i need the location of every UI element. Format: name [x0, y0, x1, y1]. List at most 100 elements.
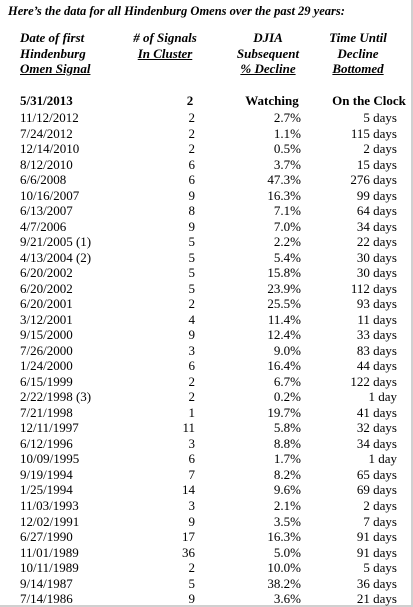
- table-cell: 276 days: [350, 172, 397, 188]
- table-cell: 3: [188, 342, 196, 358]
- table-cell: 7/21/1998: [20, 404, 73, 420]
- table-cell: 6: [188, 156, 196, 172]
- table-cell: 6/20/2001: [20, 296, 73, 312]
- table-cell: 2: [188, 373, 196, 389]
- table-cell: 7: [188, 466, 196, 482]
- table-cell: 9/14/1987: [20, 575, 73, 591]
- table-cell: 10.0%: [267, 560, 301, 576]
- table-cell: 12/14/2010: [20, 141, 80, 157]
- table-cell: 5 days: [363, 560, 397, 576]
- table-cell: 2 days: [363, 498, 397, 513]
- table-cell: 0.2%: [273, 389, 301, 405]
- header-text: # of Signals: [133, 30, 197, 45]
- table-cell: 2 days: [363, 141, 397, 157]
- table-cell: 6/13/2007: [20, 203, 73, 219]
- table-cell: 1/24/2000: [20, 358, 73, 374]
- table-cell: 21 days: [356, 591, 397, 607]
- table-cell: 91 days: [356, 529, 397, 545]
- header-text: Subsequent: [236, 45, 300, 61]
- table-cell: 44 days: [356, 358, 397, 374]
- table-cell: 6/6/2008: [20, 172, 67, 188]
- table-cell: 7/26/2000: [20, 342, 73, 358]
- table-cell: 11/01/1989: [20, 544, 79, 560]
- table-cell: 3.7%: [273, 156, 301, 172]
- table-cell: 6/20/2002: [20, 280, 73, 296]
- table-cell: 5: [188, 249, 196, 265]
- table-cell: 5: [188, 575, 196, 591]
- table-cell: 122 days: [350, 373, 397, 389]
- current-cell: 5/31/2013: [20, 93, 73, 108]
- table-cell: 7/14/1986: [20, 591, 73, 607]
- table-cell: 8: [188, 203, 196, 219]
- table-cell: 41 days: [356, 404, 397, 420]
- table-cell: 6: [188, 451, 196, 467]
- table-cell: 17: [182, 529, 195, 545]
- table-cell: 2: [188, 110, 196, 125]
- table-cell: 9: [188, 591, 196, 607]
- table-cell: 8.8%: [273, 435, 301, 451]
- table-cell: 7 days: [363, 513, 397, 529]
- table-cell: 5 days: [363, 110, 397, 125]
- table-cell: 5: [188, 280, 196, 296]
- table-cell: 34 days: [356, 218, 397, 234]
- table-cell: 65 days: [356, 466, 397, 482]
- header-text: Decline: [337, 45, 379, 61]
- table-cell: 4/7/2006: [20, 218, 67, 234]
- table-cell: 10/16/2007: [20, 187, 80, 203]
- header-text: Date of first: [20, 30, 85, 45]
- table-cell: 6: [188, 358, 196, 374]
- table-cell: 5.0%: [273, 544, 301, 560]
- table-cell: 83 days: [356, 342, 397, 358]
- table-cell: 33 days: [356, 327, 397, 343]
- table-cell: 12.4%: [267, 327, 301, 343]
- table-cell: 1: [188, 404, 196, 420]
- table-cell: 19.7%: [267, 404, 301, 420]
- table-cell: 9: [188, 327, 196, 343]
- table-cell: 6/12/1996: [20, 435, 73, 451]
- table-cell: 6/15/1999: [20, 373, 73, 389]
- table-cell: 34 days: [356, 435, 397, 451]
- header-text: Bottomed: [332, 61, 384, 76]
- table-cell: 5.4%: [273, 249, 301, 265]
- table-cell: 2: [188, 389, 196, 405]
- table-cell: 30 days: [356, 265, 397, 281]
- table-cell: 10/11/1989: [20, 560, 79, 576]
- table-cell: 9/21/2005 (1): [20, 234, 92, 250]
- table-cell: 16.4%: [267, 358, 301, 374]
- table-cell: 1 day: [368, 451, 397, 467]
- table-cell: 99 days: [356, 187, 397, 203]
- table-cell: 47.3%: [267, 172, 301, 188]
- table-cell: 16.3%: [267, 529, 301, 545]
- table-cell: 1 day: [368, 389, 397, 405]
- table-cell: 9: [188, 513, 196, 529]
- table-cell: 91 days: [356, 544, 397, 560]
- table-cell: 11: [182, 420, 195, 436]
- table-cell: 9: [188, 218, 196, 234]
- table-cell: 3.6%: [273, 591, 301, 607]
- table-cell: 9.6%: [273, 482, 301, 498]
- table-cell: 2.2%: [273, 234, 301, 250]
- table-cell: 9/19/1994: [20, 466, 73, 482]
- header-text: DJIA: [253, 30, 283, 45]
- table-cell: 69 days: [356, 482, 397, 498]
- table-cell: 1/25/1994: [20, 482, 73, 498]
- table-cell: 6/20/2002: [20, 265, 73, 281]
- table-cell: 6: [188, 172, 196, 188]
- table-cell: 12/02/1991: [20, 513, 80, 529]
- table-cell: 16.3%: [267, 187, 301, 203]
- table-cell: 2: [188, 560, 196, 576]
- table-cell: 2: [188, 296, 196, 312]
- table-cell: 22 days: [356, 234, 397, 250]
- table-cell: 3: [188, 435, 196, 451]
- table-cell: 2.1%: [273, 498, 301, 513]
- table-cell: 36 days: [356, 575, 397, 591]
- table-cell: 3: [188, 498, 196, 513]
- table-cell: 7.0%: [273, 218, 301, 234]
- header-text: In Cluster: [137, 45, 193, 61]
- table-cell: 12/11/1997: [20, 420, 79, 436]
- table-cell: 11/12/2012: [20, 110, 79, 125]
- table-cell: 1.1%: [273, 125, 301, 141]
- header-text: Omen Signal: [20, 61, 91, 76]
- table-cell: 2: [188, 141, 196, 157]
- table-cell: 6/27/1990: [20, 529, 73, 545]
